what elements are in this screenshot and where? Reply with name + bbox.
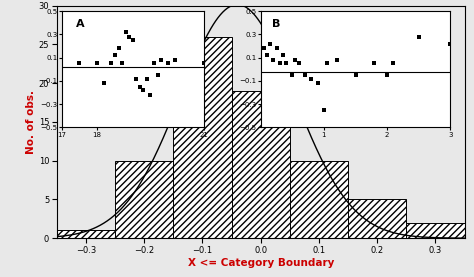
Point xyxy=(150,61,158,66)
X-axis label: X <= Category Boundary: X <= Category Boundary xyxy=(188,258,334,268)
Point xyxy=(125,34,133,39)
Point xyxy=(76,61,83,66)
Bar xyxy=(173,37,232,238)
Point xyxy=(383,73,391,77)
Point xyxy=(263,53,271,58)
Point xyxy=(295,61,302,66)
Bar xyxy=(57,230,115,238)
Point xyxy=(352,73,359,77)
Point xyxy=(333,58,340,62)
Point xyxy=(100,81,108,85)
Point xyxy=(314,81,321,85)
Point xyxy=(111,53,119,58)
Point xyxy=(273,46,280,50)
Point xyxy=(172,58,179,62)
Point xyxy=(93,61,101,66)
Point xyxy=(279,53,287,58)
Point xyxy=(415,34,422,39)
Point xyxy=(154,73,161,77)
Bar xyxy=(290,161,348,238)
Point xyxy=(270,58,277,62)
Text: B: B xyxy=(272,19,281,29)
Point xyxy=(200,61,208,66)
Point xyxy=(136,84,144,89)
Y-axis label: No. of obs.: No. of obs. xyxy=(26,90,36,154)
Point xyxy=(323,61,331,66)
Point xyxy=(260,46,268,50)
Point xyxy=(371,61,378,66)
Point xyxy=(164,61,172,66)
Point xyxy=(118,61,126,66)
Bar xyxy=(232,91,290,238)
Point xyxy=(140,88,147,93)
Bar xyxy=(348,199,406,238)
Point xyxy=(143,76,151,81)
Point xyxy=(320,108,328,112)
Point xyxy=(133,76,140,81)
Point xyxy=(115,46,122,50)
Point xyxy=(147,93,155,97)
Point xyxy=(282,61,290,66)
Point xyxy=(308,76,315,81)
Point xyxy=(301,73,309,77)
Point xyxy=(129,38,137,42)
Point xyxy=(122,30,129,34)
Bar xyxy=(406,223,465,238)
Point xyxy=(292,58,299,62)
Point xyxy=(276,61,283,66)
Point xyxy=(390,61,397,66)
Point xyxy=(289,73,296,77)
Point xyxy=(447,42,454,46)
Point xyxy=(266,42,274,46)
Bar xyxy=(115,161,173,238)
Text: A: A xyxy=(76,19,84,29)
Point xyxy=(157,58,165,62)
Point xyxy=(108,61,115,66)
